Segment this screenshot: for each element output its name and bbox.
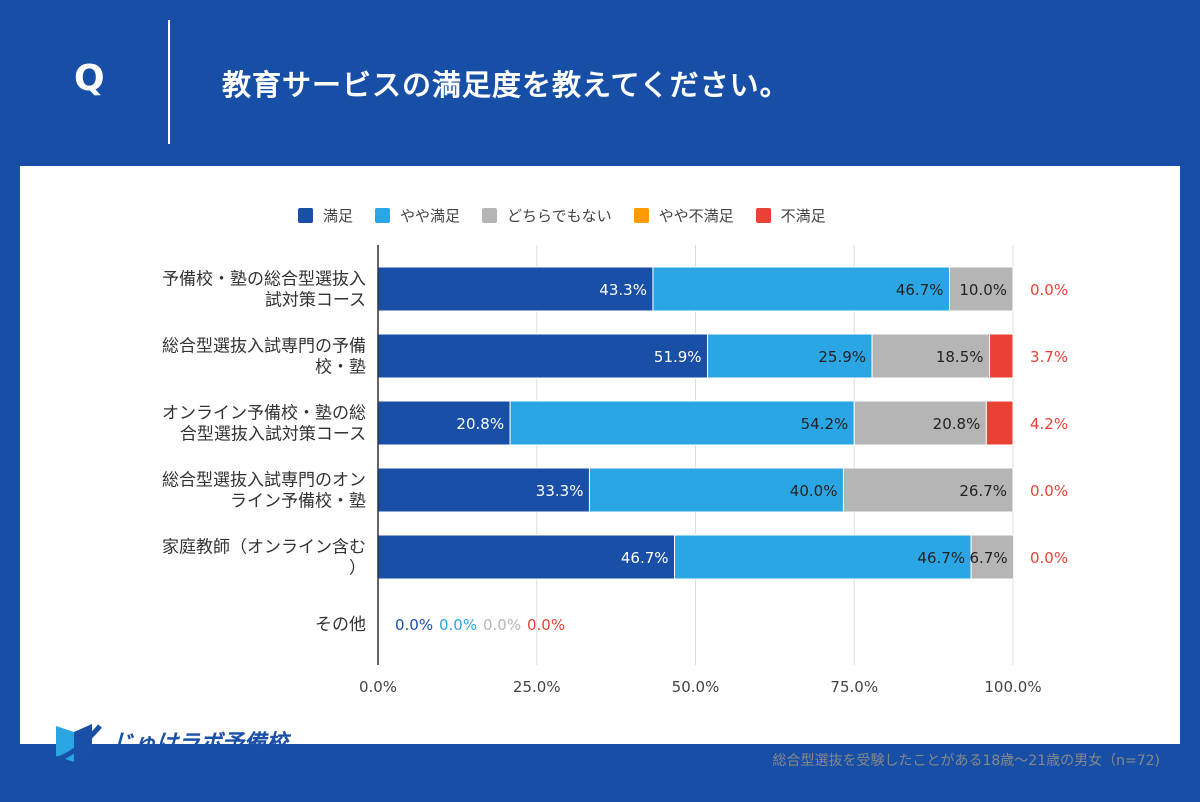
- chart-card: [20, 166, 1180, 744]
- data-label: 54.2%: [801, 415, 849, 433]
- bar-segment: [970, 534, 1015, 580]
- bar-segment: [377, 534, 676, 580]
- data-label: 3.7%: [1030, 348, 1068, 366]
- header-divider: [168, 20, 170, 144]
- logo-text: じゅけラボ予備校: [112, 731, 289, 756]
- bar-segment: [509, 400, 855, 446]
- legend-label: やや満足: [400, 207, 461, 225]
- bar-segment: [871, 333, 991, 379]
- data-label: 0.0%: [483, 616, 521, 634]
- legend-item: やや満足: [375, 205, 460, 226]
- data-label: 6.7%: [970, 549, 1008, 567]
- data-label: 20.8%: [456, 415, 504, 433]
- data-label: 0.0%: [527, 616, 565, 634]
- bar-segment: [949, 266, 1014, 312]
- data-label: 0.0%: [1030, 281, 1068, 299]
- x-tick-label: 50.0%: [672, 678, 720, 696]
- category-label: その他: [315, 615, 366, 635]
- category-label: 総合型選抜入試専門の予備校・塾: [162, 337, 366, 378]
- data-label: 18.5%: [936, 348, 984, 366]
- data-label: 51.9%: [654, 348, 702, 366]
- logo: じゅけラボ予備校: [36, 716, 288, 766]
- bar-segment: [377, 333, 709, 379]
- category-label: 総合型選抜入試専門のオンライン予備校・塾: [162, 471, 366, 512]
- legend-label: 満足: [323, 207, 354, 225]
- legend-label: どちらでもない: [507, 207, 612, 225]
- data-label: 46.7%: [917, 549, 965, 567]
- x-tick-label: 75.0%: [830, 678, 878, 696]
- data-label: 0.0%: [1030, 549, 1068, 567]
- legend: 満足 やや満足 どちらでもない やや不満足 不満足: [298, 205, 826, 226]
- data-label: 26.7%: [959, 482, 1007, 500]
- bar-segment: [989, 333, 1014, 379]
- bar-segment: [707, 333, 873, 379]
- data-label: 46.7%: [896, 281, 944, 299]
- bar-segment: [842, 467, 1014, 513]
- x-tick-label: 0.0%: [359, 678, 397, 696]
- category-label: 家庭教師（オンライン含む）: [162, 538, 366, 579]
- x-tick-label: 25.0%: [513, 678, 561, 696]
- legend-swatch: [298, 208, 313, 223]
- book-logo-icon: [39, 724, 102, 764]
- legend-item: 満足: [298, 205, 353, 226]
- legend-item: 不満足: [755, 205, 826, 226]
- data-label: 33.3%: [536, 482, 584, 500]
- data-label: 46.7%: [621, 549, 669, 567]
- page-title: 教育サービスの満足度を教えてください。: [222, 68, 790, 102]
- data-label: 4.2%: [1030, 415, 1068, 433]
- data-label: 43.3%: [599, 281, 647, 299]
- legend-swatch: [482, 208, 498, 223]
- data-label: 0.0%: [439, 616, 477, 634]
- data-label: 0.0%: [395, 616, 433, 634]
- data-label: 0.0%: [1030, 482, 1068, 500]
- legend-item: やや不満足: [633, 205, 734, 226]
- bar-segment: [985, 400, 1014, 446]
- sample-note: 総合型選抜を受験したことがある18歳～21歳の男女（n=72): [772, 753, 1160, 769]
- legend-item: どちらでもない: [482, 205, 612, 226]
- legend-label: やや不満足: [658, 207, 734, 225]
- bar-segment: [377, 400, 511, 446]
- legend-label: 不満足: [780, 207, 826, 225]
- data-label: 25.9%: [818, 348, 866, 366]
- legend-swatch: [633, 208, 649, 223]
- legend-swatch: [755, 208, 771, 223]
- data-label: 20.8%: [933, 415, 981, 433]
- legend-swatch: [375, 208, 391, 223]
- category-label: オンライン予備校・塾の総合型選抜入試対策コース: [162, 403, 366, 445]
- data-label: 10.0%: [959, 281, 1007, 299]
- bar-segment: [674, 534, 972, 580]
- category-label: 予備校・塾の総合型選抜入試対策コース: [162, 269, 366, 311]
- x-tick-label: 100.0%: [984, 678, 1041, 696]
- data-label: 40.0%: [790, 482, 838, 500]
- question-label: Q: [74, 58, 105, 99]
